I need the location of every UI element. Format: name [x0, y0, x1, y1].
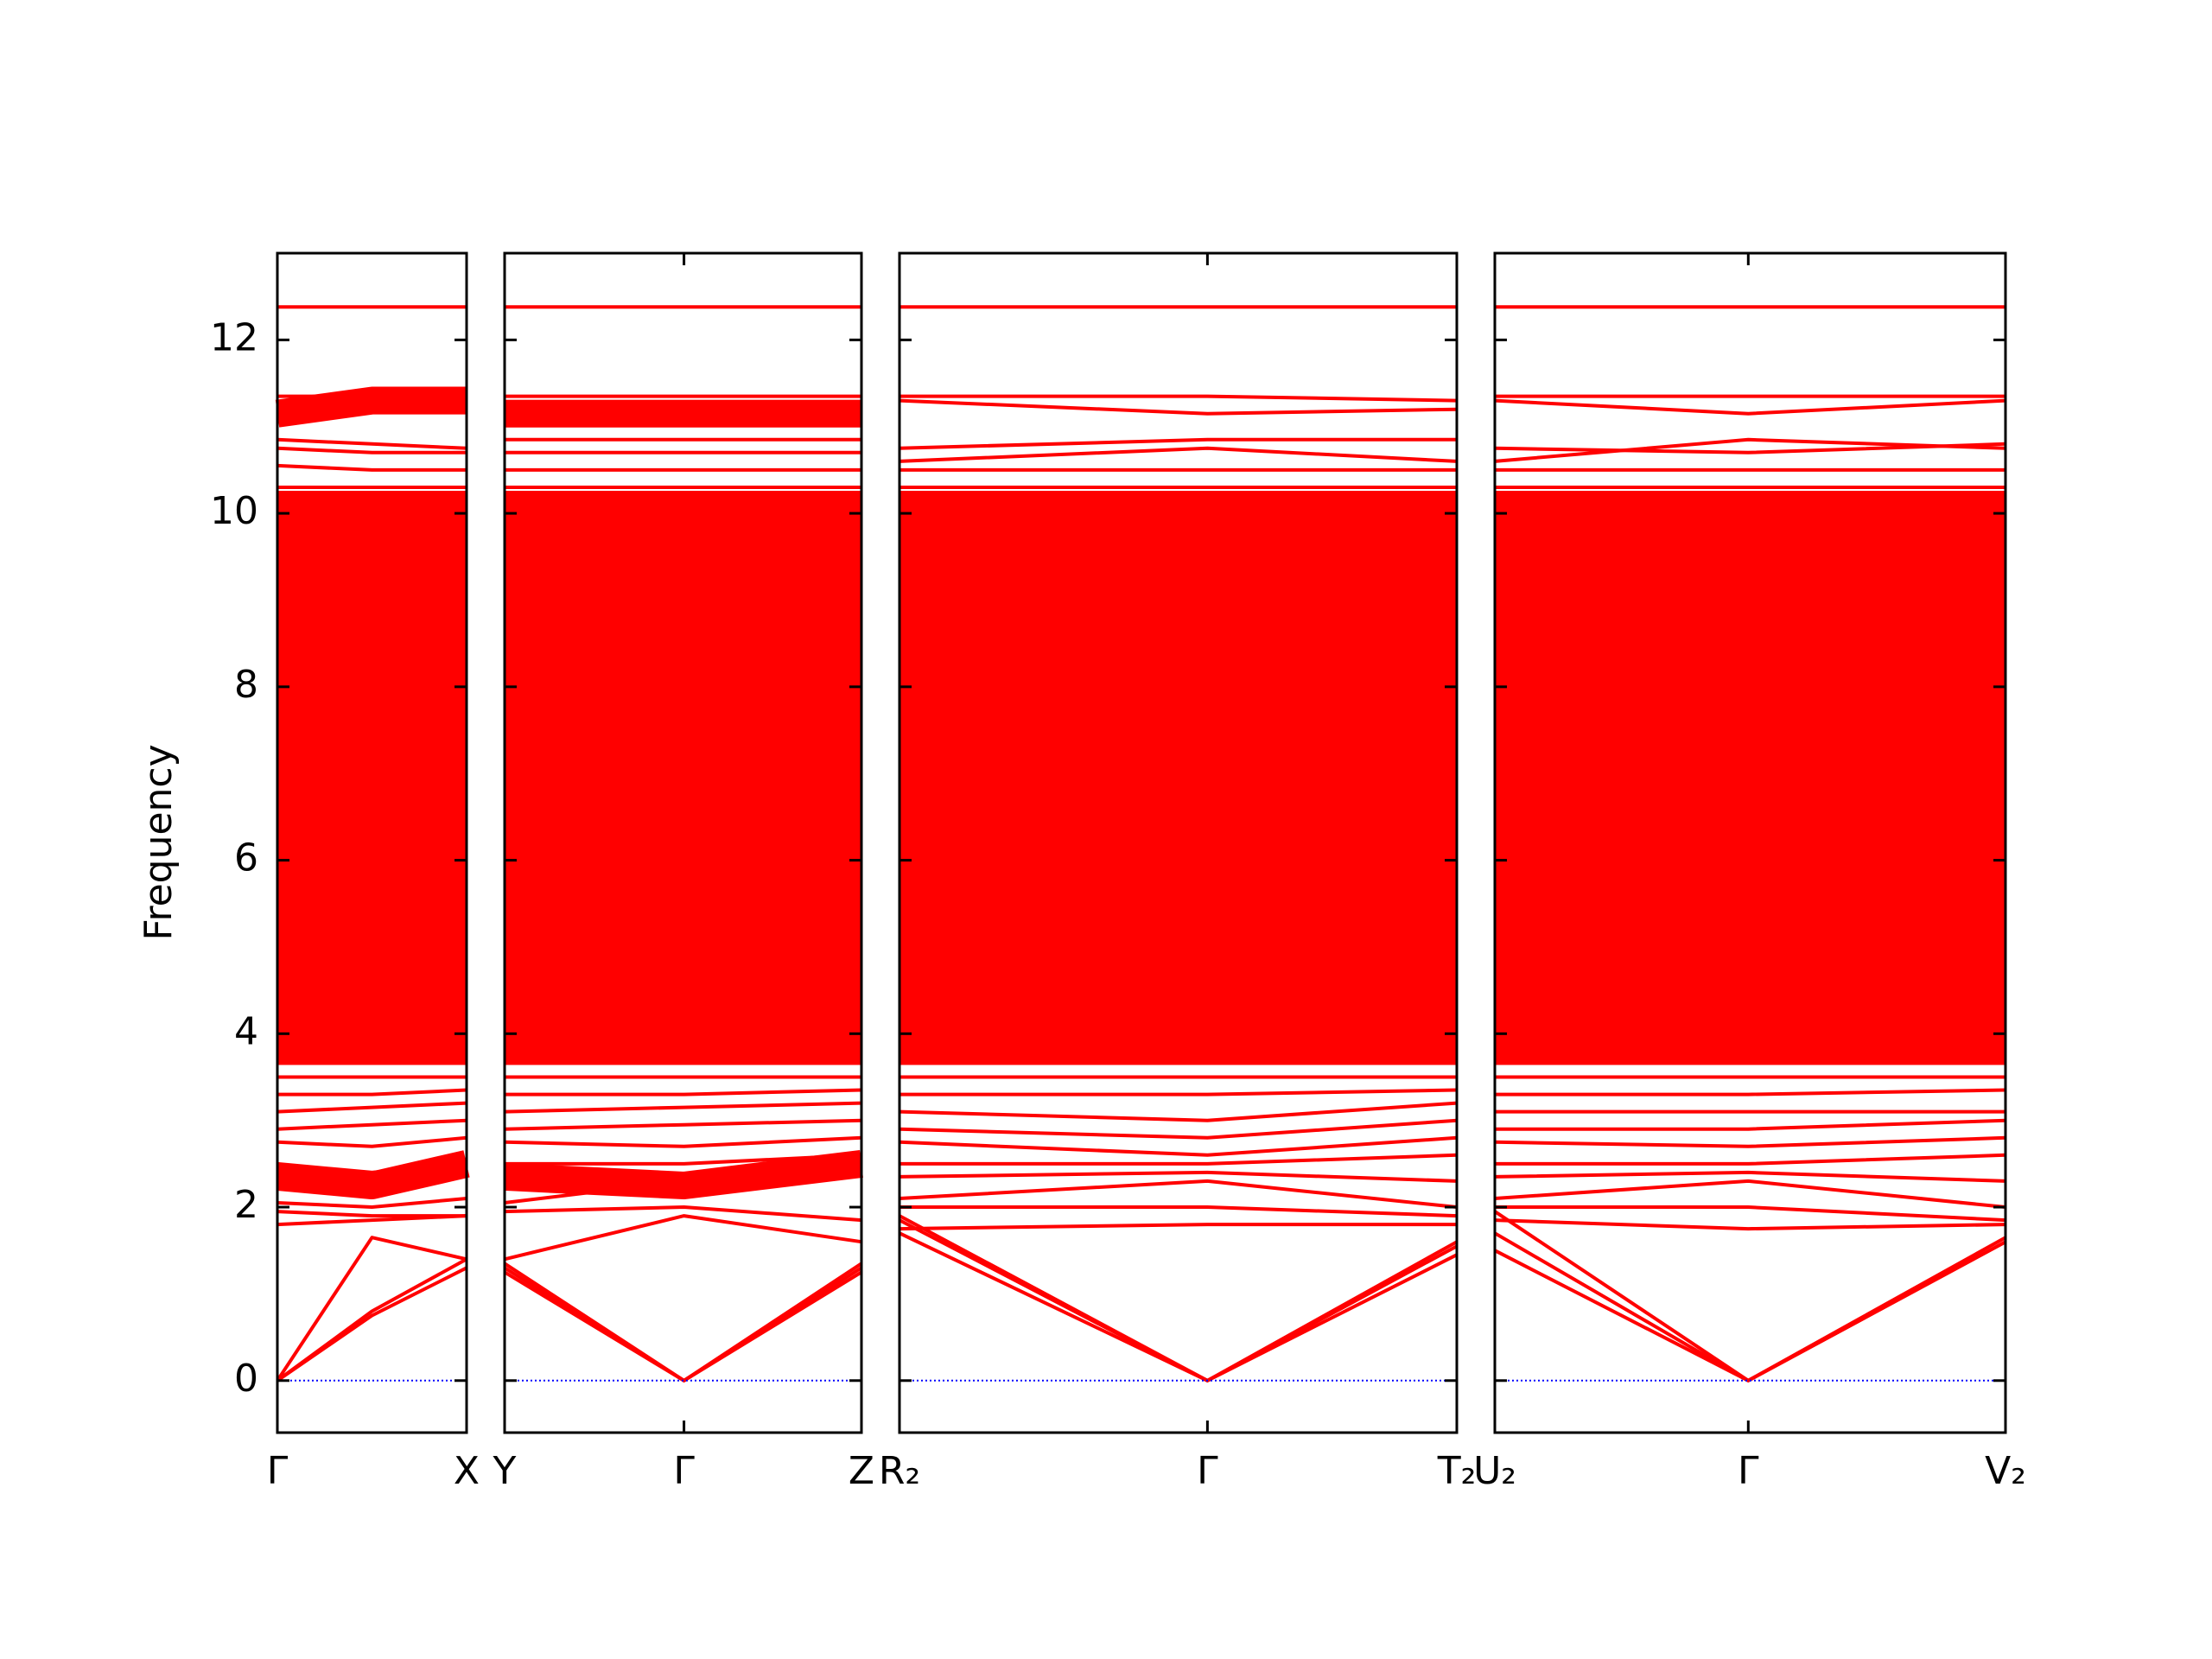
band: [504, 1214, 862, 1262]
band: [899, 1118, 1458, 1140]
band: [1494, 1135, 2006, 1148]
y-tick-label: 2: [234, 1183, 258, 1227]
band: [276, 1210, 467, 1218]
band: [276, 1135, 467, 1148]
band: [1493, 1210, 2006, 1382]
band: [1493, 1231, 2006, 1382]
band: [276, 446, 467, 454]
band: [276, 463, 467, 472]
band: [504, 1149, 863, 1200]
band: [503, 1266, 863, 1382]
y-tick-label: 0: [234, 1357, 258, 1401]
band: [1495, 1088, 2006, 1096]
band: [899, 1135, 1458, 1157]
band: [503, 1262, 863, 1382]
band: [276, 1161, 467, 1174]
x-tick-label: Γ: [267, 1449, 289, 1493]
band: [899, 1088, 1458, 1096]
band: [899, 1170, 1458, 1183]
band: [275, 386, 467, 428]
y-tick-label: 8: [234, 663, 258, 707]
band: [899, 437, 1457, 450]
x-tick-label: X: [454, 1449, 480, 1493]
band: [504, 1135, 862, 1148]
x-tick-label: U₂: [1473, 1449, 1516, 1493]
x-tick-label: Γ: [673, 1449, 695, 1493]
band: [899, 446, 1458, 463]
band: [1495, 1153, 2006, 1166]
band: [276, 1150, 470, 1200]
band: [1494, 1170, 2006, 1183]
band: [1495, 1118, 2006, 1131]
band: [899, 1153, 1458, 1166]
x-tick-label: Z: [849, 1449, 874, 1493]
band: [276, 1118, 467, 1131]
panel-frame: [1493, 251, 2007, 1434]
x-tick-label: Γ: [1197, 1449, 1218, 1493]
band: [505, 1153, 862, 1166]
band: [1495, 1205, 2006, 1223]
x-tick-label: T₂: [1437, 1449, 1477, 1493]
band: [277, 1088, 467, 1096]
band: [276, 1101, 467, 1114]
band: [276, 1266, 467, 1382]
band: [899, 1218, 1458, 1382]
band: [899, 1205, 1458, 1218]
band: [899, 394, 1458, 403]
band: [503, 1262, 863, 1382]
band: [276, 1197, 467, 1209]
band: [504, 1118, 862, 1131]
panel-frame: [276, 251, 468, 1434]
band: [504, 1101, 862, 1114]
y-tick-label: 4: [234, 1009, 258, 1053]
band: [899, 1223, 1457, 1231]
x-tick-label: Y: [493, 1449, 517, 1493]
band: [899, 398, 1458, 416]
y-tick-label: 10: [210, 489, 258, 533]
panel-frame: [898, 251, 1459, 1434]
band: [504, 1205, 862, 1223]
x-tick-label: V₂: [1985, 1449, 2026, 1493]
band: [276, 1236, 467, 1382]
band: [899, 1101, 1458, 1122]
band: [1494, 1218, 2006, 1231]
band: [276, 1257, 467, 1382]
band: [1494, 442, 2006, 454]
x-tick-label: Γ: [1738, 1449, 1759, 1493]
y-tick-label: 6: [234, 836, 258, 880]
y-tick-label: 12: [210, 315, 258, 359]
band: [505, 1088, 862, 1096]
band: [1494, 1179, 2006, 1209]
band: [899, 1231, 1458, 1382]
band: [276, 437, 467, 450]
x-tick-label: R₂: [879, 1449, 920, 1493]
y-axis-label: Frequency: [137, 744, 181, 940]
band: [899, 1179, 1458, 1209]
band: [1494, 398, 2006, 416]
